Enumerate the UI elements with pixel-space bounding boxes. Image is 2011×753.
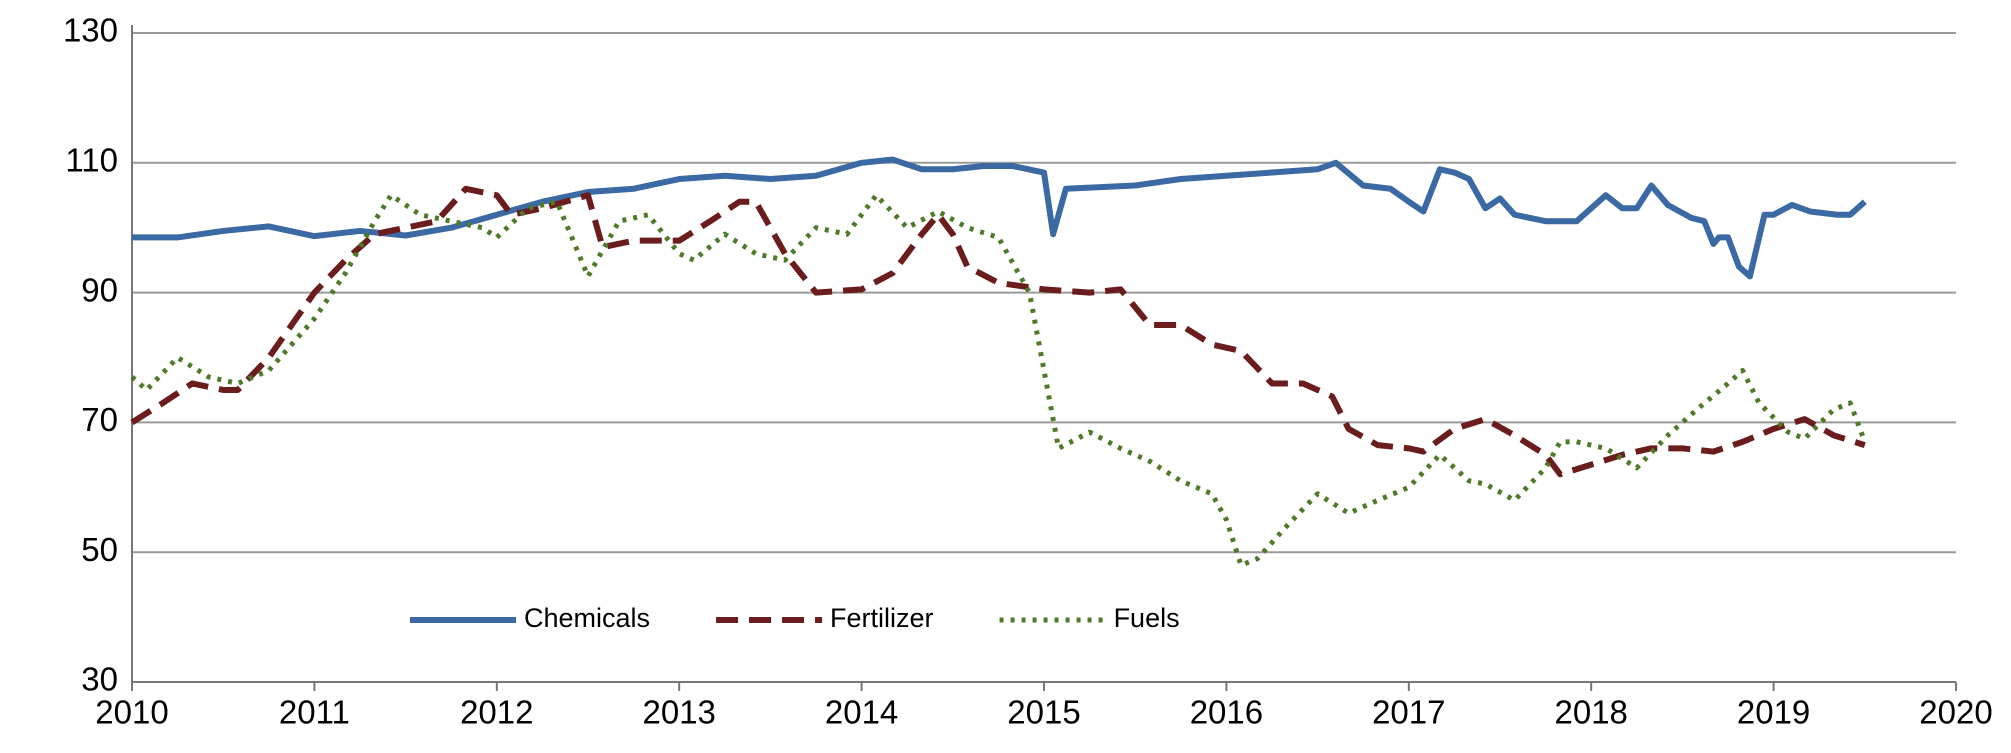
- legend-label: Fuels: [1114, 603, 1180, 633]
- x-tick-label: 2020: [1919, 694, 1992, 731]
- x-tick-label: 2011: [279, 694, 350, 731]
- legend-label: Chemicals: [524, 603, 650, 633]
- y-tick-label: 130: [63, 12, 118, 49]
- series-line: [130, 192, 1868, 568]
- y-tick-label: 110: [65, 142, 118, 179]
- series-line: [132, 156, 1867, 280]
- y-tick-label: 30: [81, 661, 118, 698]
- x-tick-label: 2018: [1554, 694, 1627, 731]
- y-tick-label: 90: [81, 271, 118, 308]
- x-tick-label: 2016: [1190, 694, 1263, 731]
- x-tick-label: 2013: [642, 694, 715, 731]
- x-tick-label: 2010: [95, 694, 168, 731]
- legend-label: Fertilizer: [830, 603, 934, 633]
- x-tick-label: 2017: [1372, 694, 1445, 731]
- y-tick-label: 70: [81, 401, 118, 438]
- x-tick-label: 2019: [1737, 694, 1810, 731]
- series-line: [130, 185, 1866, 478]
- x-tick-label: 2014: [825, 694, 898, 731]
- x-tick-label: 2015: [1007, 694, 1080, 731]
- x-tick-label: 2012: [460, 694, 533, 731]
- y-tick-label: 50: [81, 531, 118, 568]
